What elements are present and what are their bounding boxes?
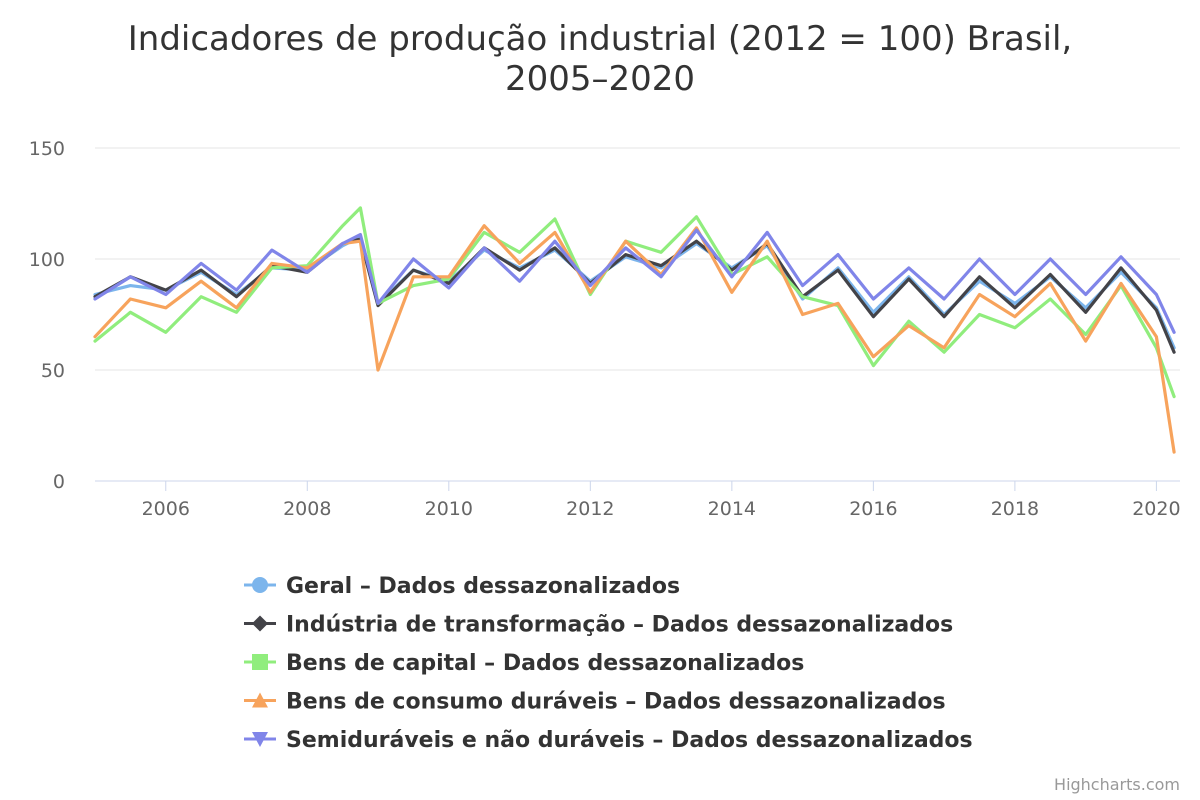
x-tick-label: 2014 [708,498,756,520]
legend-label: Bens de capital – Dados dessazonalizados [286,651,804,676]
legend-item-duraveis[interactable]: Bens de consumo duráveis – Dados dessazo… [244,690,946,715]
legend-marker-triangle [252,692,268,708]
legend-label: Bens de consumo duráveis – Dados dessazo… [286,690,946,715]
series-line-duraveis[interactable] [93,224,1176,454]
series-line-semiduraveis[interactable] [93,228,1176,334]
x-tick-label: 2010 [425,498,473,520]
legend: Geral – Dados dessazonalizados Indústria … [244,574,973,753]
x-tick-label: 2008 [283,498,331,520]
y-axis-labels: 0 50 100 150 [29,138,65,493]
x-tick-label: 2012 [566,498,614,520]
legend-label: Indústria de transformação – Dados dessa… [286,613,953,638]
y-tick-label: 150 [29,138,65,160]
legend-marker-triangle-down [252,732,268,747]
x-tick-label: 2018 [991,498,1039,520]
legend-item-capital[interactable]: Bens de capital – Dados dessazonalizados [244,651,804,676]
legend-marker-circle [252,577,268,593]
x-tick-label: 2016 [849,498,897,520]
legend-label: Semiduráveis e não duráveis – Dados dess… [286,728,973,753]
legend-item-geral[interactable]: Geral – Dados dessazonalizados [244,574,680,599]
chart-title-line2: 2005–2020 [505,59,695,99]
legend-item-semiduraveis[interactable]: Semiduráveis e não duráveis – Dados dess… [244,728,973,753]
y-tick-label: 50 [41,360,65,382]
legend-marker-diamond [252,615,268,632]
chart-title: Indicadores de produção industrial (2012… [128,19,1072,59]
x-tick-label: 2006 [142,498,190,520]
plot-series [93,206,1176,454]
legend-label: Geral – Dados dessazonalizados [286,574,680,599]
legend-item-transformacao[interactable]: Indústria de transformação – Dados dessa… [244,613,953,638]
x-tick-label: 2020 [1132,498,1180,520]
x-axis-labels: 2006 2008 2010 2012 2014 2016 2018 2020 [142,481,1181,520]
y-tick-label: 100 [29,249,65,271]
y-tick-label: 0 [53,471,65,493]
credits[interactable]: Highcharts.com [1054,775,1180,794]
legend-marker-square [252,654,268,670]
